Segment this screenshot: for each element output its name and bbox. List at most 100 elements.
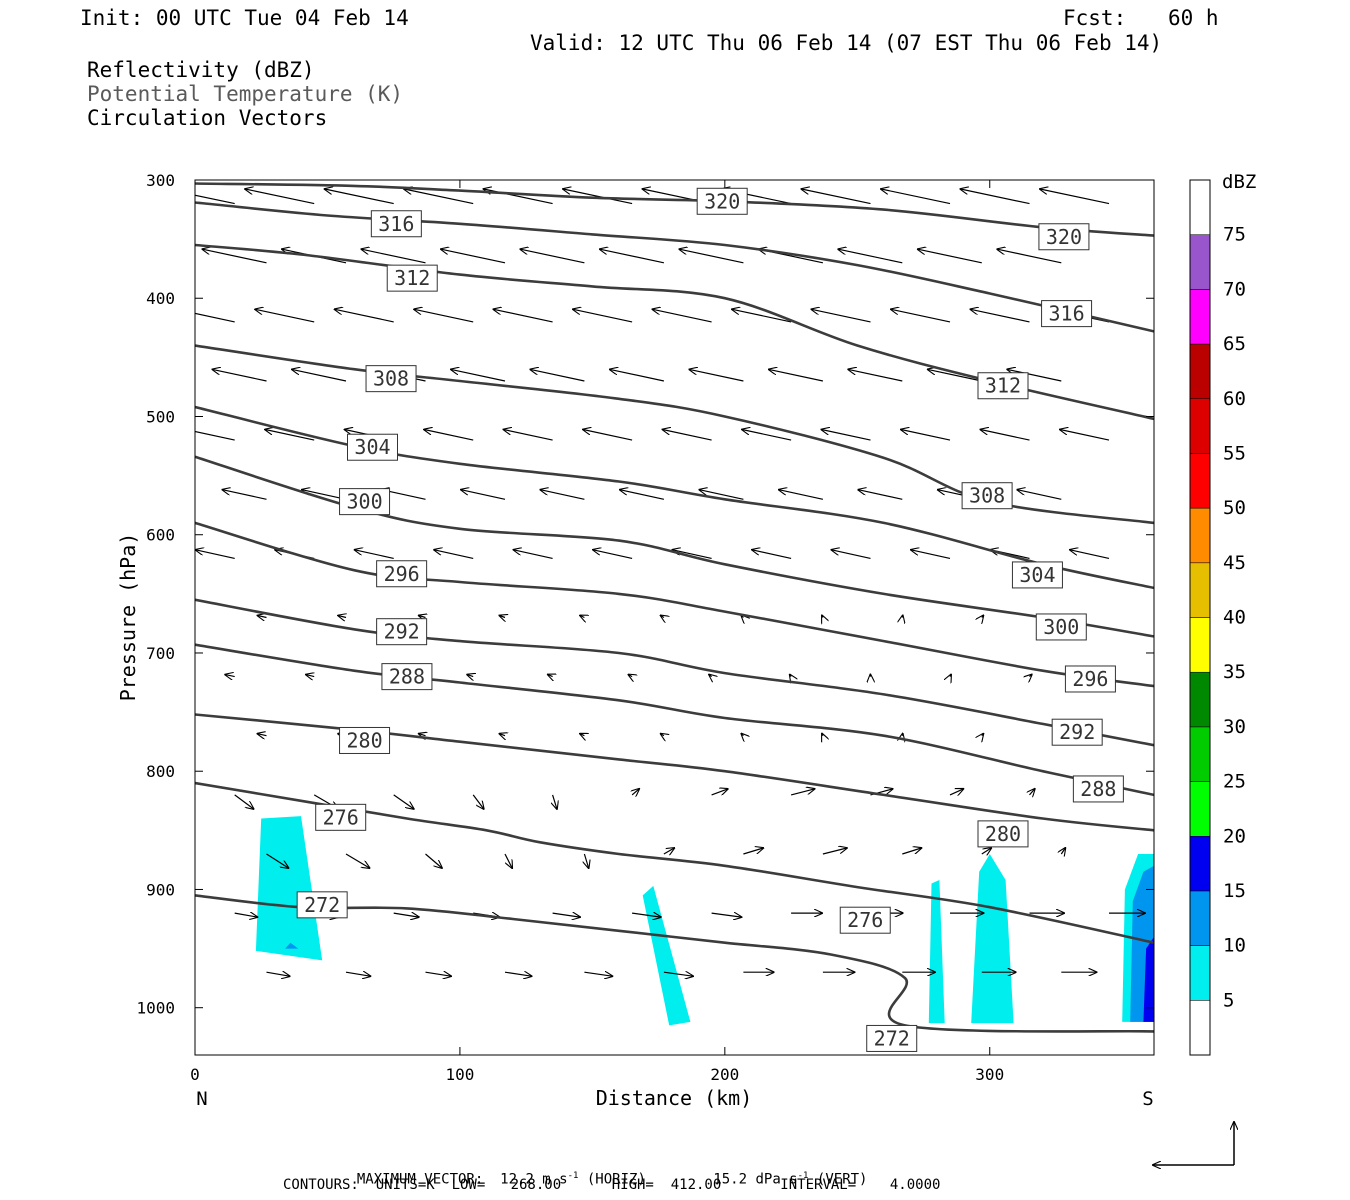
circulation-vector [441, 249, 506, 264]
circulation-vector [832, 550, 871, 559]
colorbar-segment [1189, 726, 1211, 782]
circulation-vector [225, 675, 235, 677]
theta-label-box [696, 187, 748, 215]
theta-label-box [977, 372, 1029, 400]
circulation-vector [306, 675, 314, 677]
circulation-vector [494, 309, 553, 323]
circulation-vector [265, 430, 315, 441]
circulation-vector [779, 490, 824, 500]
theta-contour [195, 201, 1154, 333]
colorbar-label: 65 [1223, 333, 1246, 355]
plot-frame [194, 179, 1155, 1056]
circulation-vector [234, 913, 258, 917]
theta-contour [195, 521, 1154, 688]
circulation-vector [425, 853, 442, 868]
circulation-vector [563, 189, 633, 205]
circulation-vector [355, 550, 394, 559]
circulation-vector [661, 734, 664, 736]
circulation-vector [520, 249, 585, 264]
circulation-vector [266, 853, 289, 868]
circulation-vector [950, 675, 951, 677]
circulation-vector [345, 853, 370, 868]
circulation-vector [302, 490, 347, 500]
circulation-vector [732, 309, 792, 323]
circulation-vector [902, 848, 921, 855]
theta-label-box [381, 663, 433, 691]
circulation-vector [540, 490, 585, 500]
reference-vector [1153, 1122, 1234, 1165]
circulation-vector [632, 913, 661, 917]
max-vector-label: MAXIMUM VECTOR: [356, 1171, 484, 1188]
y-tick-label: 300 [146, 171, 175, 190]
circulation-vector [743, 848, 763, 855]
circulation-vector [911, 550, 951, 559]
theta-label-box [1051, 718, 1103, 746]
circulation-vector [620, 490, 665, 500]
theta-label: 292 [1059, 720, 1095, 744]
theta-label: 292 [384, 620, 420, 644]
circulation-vector [258, 616, 267, 618]
x-tick-label: 200 [710, 1065, 739, 1084]
x-tick-label: 100 [445, 1065, 474, 1084]
circulation-vector [292, 369, 347, 382]
circulation-vector [325, 189, 394, 205]
circulation-vector [928, 369, 982, 382]
circulation-vector [752, 550, 792, 559]
colorbar-segment [1189, 453, 1211, 509]
circulation-vector [1061, 848, 1065, 854]
theta-label: 300 [346, 490, 382, 514]
colorbar-segment [1189, 179, 1211, 235]
circulation-vector [679, 249, 744, 264]
colorbar-segment [1189, 890, 1211, 946]
theta-contour [195, 182, 1154, 237]
circulation-vector [419, 734, 426, 736]
theta-label: 304 [1019, 563, 1055, 587]
colorbar-label: 10 [1223, 935, 1246, 957]
theta-label-layer: 320 320 316 316 312 312 308 308 304 304 300 300 296 2… [296, 187, 1124, 1052]
theta-label: 312 [394, 266, 430, 290]
colorbar-label: 70 [1223, 278, 1246, 300]
theta-label-box [977, 820, 1029, 848]
colorbar-segment [1189, 945, 1211, 1001]
theta-label-box [376, 618, 428, 646]
circulation-vector [580, 616, 584, 618]
colorbar-segment [1189, 343, 1211, 399]
circulation-vector [500, 616, 506, 618]
theta-label-box [296, 891, 348, 919]
theta-label: 308 [373, 367, 409, 391]
theta-label-box [315, 803, 367, 831]
circulation-vector [653, 309, 712, 323]
circulation-vector [393, 794, 414, 809]
theta-label: 280 [346, 728, 382, 752]
circulation-vector [742, 430, 792, 441]
reflectivity-area [928, 880, 945, 1024]
theta-label: 320 [704, 189, 740, 213]
circulation-vector [802, 189, 871, 205]
max-vector-vert: 15.2 dPa s [713, 1171, 798, 1188]
circulation-vector [709, 675, 712, 677]
reflectivity-area [255, 816, 323, 961]
circulation-vector [663, 848, 674, 854]
circulation-vector [711, 789, 728, 796]
circulation-vector [891, 309, 951, 323]
theta-label: 272 [874, 1026, 910, 1050]
valid-time: Valid: 12 UTC Thu 06 Feb 14 (07 EST Thu … [530, 31, 1163, 55]
circulation-vector [822, 734, 823, 736]
circulation-vector [414, 309, 474, 323]
circulation-vector [822, 848, 847, 855]
colorbar-label: 75 [1223, 224, 1246, 246]
circulation-vector [769, 369, 824, 382]
circulation-vector [822, 430, 871, 441]
circulation-vector [424, 430, 474, 441]
circulation-vector [195, 312, 235, 323]
circulation-vector [404, 189, 474, 205]
circulation-vector [425, 972, 452, 976]
circulation-vector [673, 550, 712, 559]
colorbar-frame [1189, 179, 1211, 1056]
max-vector-horiz-unit: (HORIZ) [586, 1171, 646, 1188]
circulation-vector [504, 853, 512, 868]
circulation-vector [504, 430, 553, 441]
circulation-vector [500, 734, 506, 736]
circulation-vector [530, 369, 585, 382]
theta-label: 288 [389, 665, 425, 689]
